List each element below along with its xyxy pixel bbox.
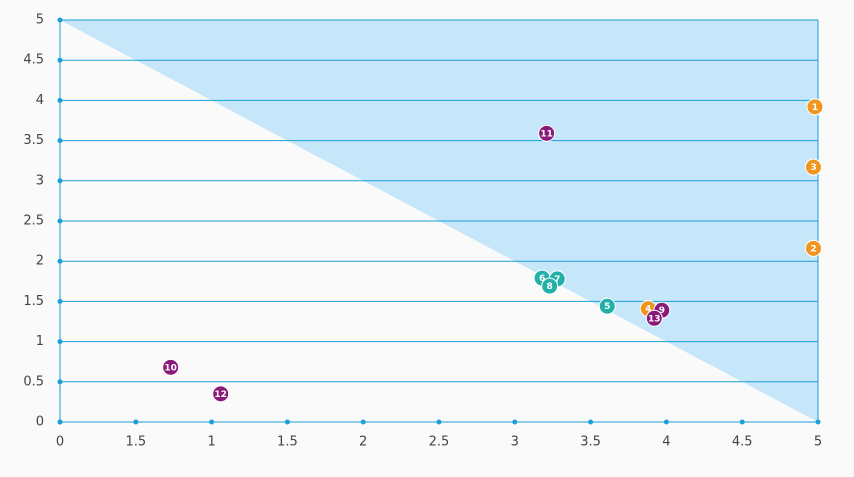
x-tick-label: 3.5 <box>580 435 601 450</box>
x-tick-dot <box>57 419 63 425</box>
point-label: 10 <box>164 363 177 373</box>
x-tick-label: 2.5 <box>429 435 450 450</box>
x-tick-label: 4.5 <box>732 435 753 450</box>
x-tick-dot <box>815 419 821 425</box>
y-tick-dot <box>57 57 63 63</box>
data-point <box>162 358 180 376</box>
x-tick-dot <box>436 419 442 425</box>
x-tick-label: 1.5 <box>125 435 146 450</box>
y-tick-label: 1.5 <box>23 294 44 309</box>
y-tick-dot <box>57 218 63 224</box>
y-tick-label: 4.5 <box>23 53 44 68</box>
data-point <box>806 98 824 116</box>
x-tick-label: 4 <box>662 435 670 450</box>
x-tick-dot <box>512 419 518 425</box>
y-tick-dot <box>57 138 63 144</box>
y-tick-dot <box>57 97 63 103</box>
x-tick-label: 5 <box>814 435 822 450</box>
y-tick-label: 0 <box>36 415 44 430</box>
point-label: 13 <box>648 314 661 324</box>
point-label: 9 <box>659 306 665 316</box>
point-label: 5 <box>604 302 610 312</box>
x-tick-dot <box>209 419 215 425</box>
x-tick-label: 1.5 <box>277 435 298 450</box>
y-tick-label: 1 <box>36 334 44 349</box>
x-tick-label: 0 <box>56 435 64 450</box>
x-tick-label: 1 <box>207 435 215 450</box>
point-label: 3 <box>810 163 816 173</box>
y-tick-label: 4 <box>36 93 44 108</box>
x-tick-dot <box>739 419 745 425</box>
data-point <box>804 239 822 257</box>
data-point <box>804 158 822 176</box>
data-point <box>212 385 230 403</box>
y-tick-label: 5 <box>36 13 44 28</box>
data-point <box>541 277 559 295</box>
y-tick-label: 3 <box>36 173 44 188</box>
point-label: 1 <box>812 103 818 113</box>
x-tick-label: 3 <box>511 435 519 450</box>
y-tick-label: 3.5 <box>23 133 44 148</box>
point-label: 4 <box>645 305 651 315</box>
y-tick-dot <box>57 339 63 345</box>
point-label: 7 <box>554 275 560 285</box>
x-tick-dot <box>588 419 594 425</box>
x-tick-dot <box>133 419 139 425</box>
x-tick-dot <box>663 419 669 425</box>
point-label: 12 <box>214 390 227 400</box>
point-label: 2 <box>810 244 816 254</box>
point-label: 8 <box>547 282 553 292</box>
x-tick-label: 2 <box>359 435 367 450</box>
x-tick-dot <box>284 419 290 425</box>
y-tick-dot <box>57 178 63 184</box>
point-label: 6 <box>539 274 545 284</box>
data-point <box>598 297 616 315</box>
y-tick-dot <box>57 379 63 385</box>
y-tick-label: 2 <box>36 254 44 269</box>
y-tick-dot <box>57 298 63 304</box>
y-tick-label: 2.5 <box>23 214 44 229</box>
point-label: 11 <box>540 129 553 139</box>
y-tick-dot <box>57 258 63 264</box>
x-tick-dot <box>360 419 366 425</box>
data-point <box>538 124 556 142</box>
y-tick-dot <box>57 17 63 23</box>
data-point <box>645 309 663 327</box>
y-tick-label: 0.5 <box>23 374 44 389</box>
